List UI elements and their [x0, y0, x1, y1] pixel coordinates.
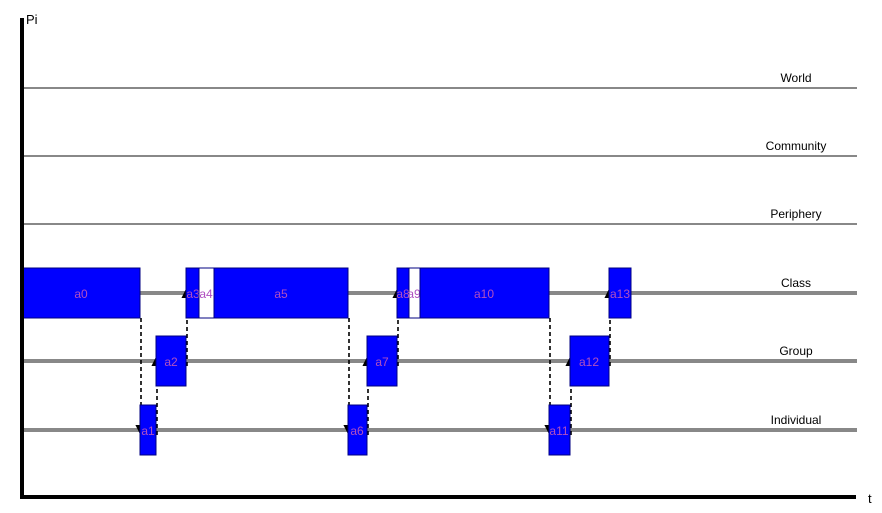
activity-label-a8: a8: [396, 287, 410, 301]
activity-label-a5: a5: [274, 287, 288, 301]
activity-box-a1: [139, 404, 157, 456]
activity-box-a11: [548, 404, 571, 456]
level-label-world: World: [780, 71, 811, 85]
activity-label-a2: a2: [164, 355, 178, 369]
activity-box-a2: [155, 335, 187, 387]
level-lines: [22, 87, 857, 432]
activity-box-a0: [22, 267, 141, 319]
level-label-community: Community: [766, 139, 827, 153]
activity-label-a13: a13: [610, 287, 630, 301]
activity-label-a12: a12: [579, 355, 599, 369]
activity-label-a4: a4: [199, 287, 213, 301]
activity-label-a9: a9: [407, 287, 421, 301]
activity-label-a6: a6: [350, 424, 364, 438]
activity-box-a5: [213, 267, 349, 319]
activity-box-a13: [608, 267, 632, 319]
y-axis-label: Pi: [26, 12, 38, 27]
level-labels: World Community Periphery Class Group Individ…: [766, 71, 827, 427]
activity-label-a1: a1: [141, 424, 155, 438]
activity-box-a6: [347, 404, 368, 456]
activity-label-a7: a7: [375, 355, 389, 369]
level-label-group: Group: [779, 344, 813, 358]
level-label-individual: Individual: [771, 413, 822, 427]
activity-box-a7: [366, 335, 398, 387]
activity-label-a10: a10: [474, 287, 494, 301]
x-axis-label: t: [868, 491, 872, 506]
level-label-periphery: Periphery: [770, 207, 821, 221]
activity-box-a10: [419, 267, 550, 319]
activity-label-a11: a11: [549, 424, 568, 438]
level-label-class: Class: [781, 276, 811, 290]
activity-box-a12: [569, 335, 610, 387]
activity-label-a3: a3: [186, 287, 200, 301]
activity-label-a0: a0: [74, 287, 88, 301]
axes: Pi t: [20, 12, 872, 506]
